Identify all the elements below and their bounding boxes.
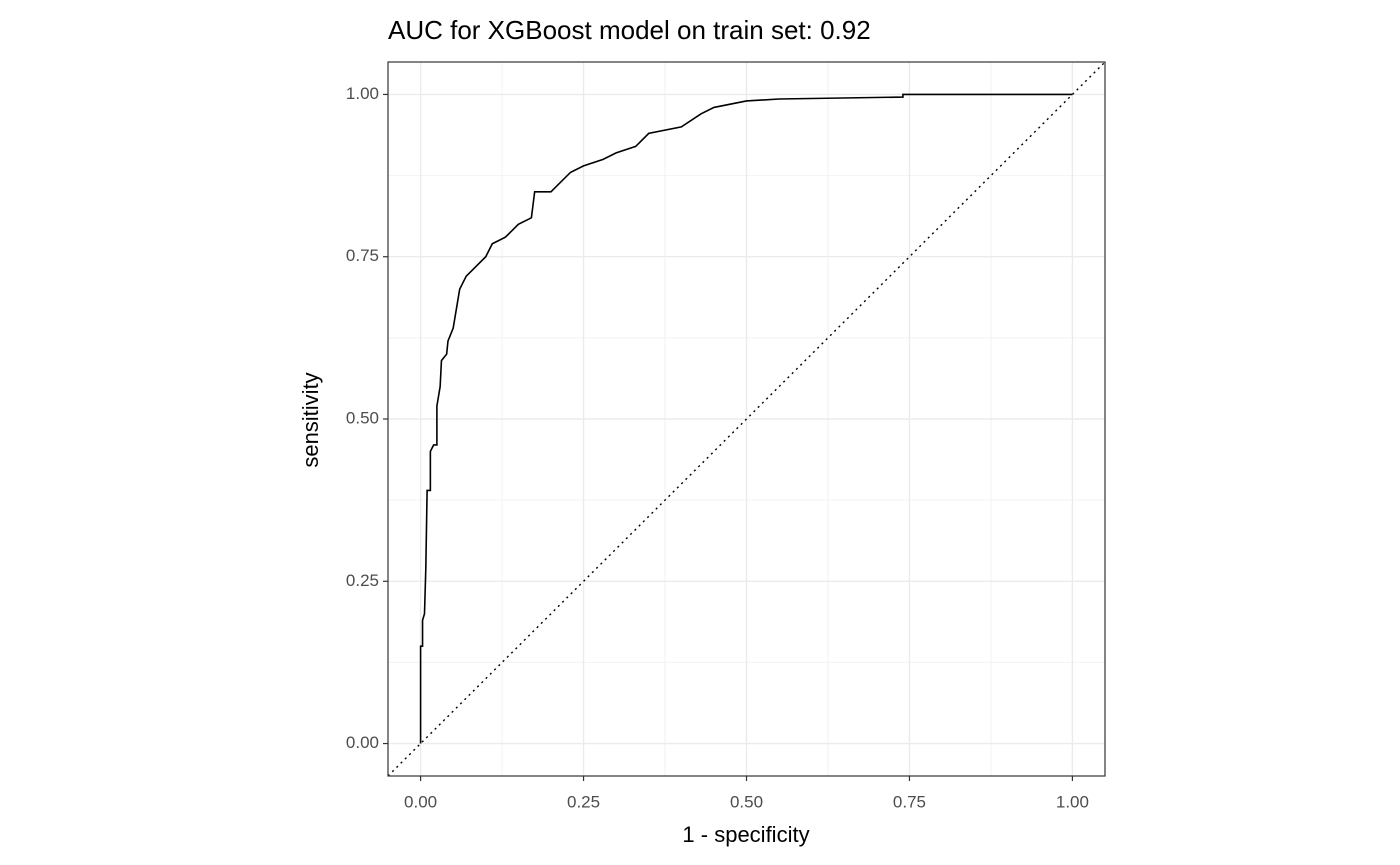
- y-tick-label: 0.50: [346, 408, 379, 427]
- y-tick-label: 1.00: [346, 84, 379, 103]
- panel-border: [387, 61, 1106, 777]
- y-tick-label: 0.00: [346, 733, 379, 752]
- y-tick-label: 0.75: [346, 246, 379, 265]
- y-tick-label: 0.25: [346, 571, 379, 590]
- reference-line: [387, 61, 1106, 777]
- x-axis-title: 1 - specificity: [682, 822, 809, 847]
- y-axis-title: sensitivity: [298, 372, 323, 467]
- x-tick-label: 0.75: [893, 792, 926, 811]
- x-tick-label: 0.25: [567, 792, 600, 811]
- x-tick-label: 1.00: [1056, 792, 1089, 811]
- chart-title: AUC for XGBoost model on train set: 0.92: [388, 15, 871, 45]
- x-tick-label: 0.00: [404, 792, 437, 811]
- x-tick-label: 0.50: [730, 792, 763, 811]
- roc-curve: [419, 93, 1073, 744]
